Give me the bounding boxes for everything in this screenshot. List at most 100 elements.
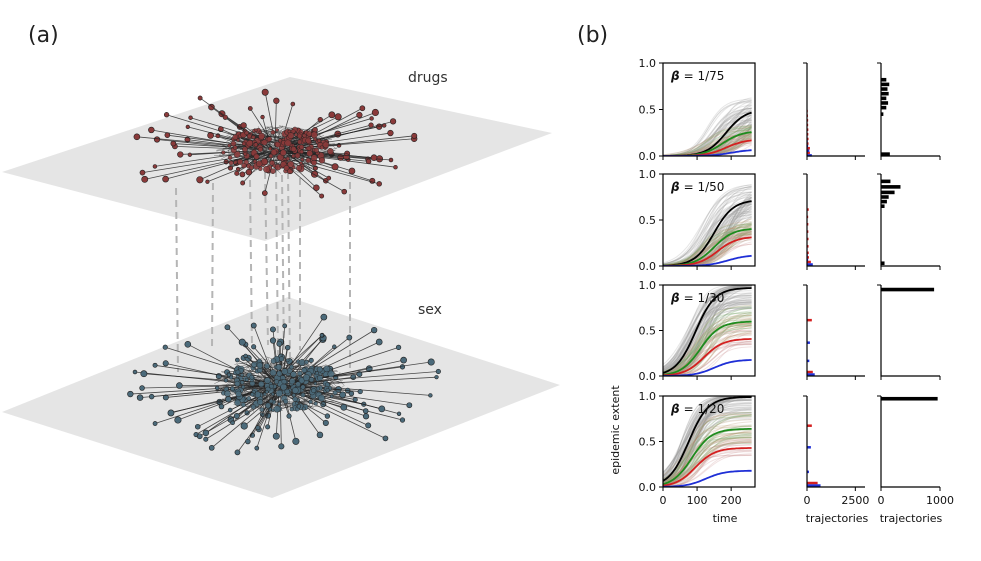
trajectory-sample xyxy=(663,454,752,487)
network-node xyxy=(258,380,265,388)
histogram-right xyxy=(881,287,935,376)
network-node xyxy=(257,146,264,153)
network-node xyxy=(273,97,280,104)
network-node xyxy=(318,157,326,164)
trajectory-sample xyxy=(663,105,752,156)
hist-bar-black xyxy=(881,396,938,401)
network-node xyxy=(282,323,288,329)
trajectory-sample xyxy=(663,301,752,373)
network-edge xyxy=(267,385,278,427)
trajectory-sample xyxy=(663,129,752,156)
network-node xyxy=(167,409,175,417)
hist-mid-axes xyxy=(806,285,865,377)
network-node xyxy=(348,167,356,175)
trajectory-sample xyxy=(663,404,752,485)
network-node xyxy=(278,443,285,450)
network-node xyxy=(233,413,240,419)
trajectory-sample xyxy=(663,406,752,473)
trajectory-sample xyxy=(663,184,752,265)
trajectory-sample xyxy=(663,312,752,376)
trajectory-sample xyxy=(663,115,752,156)
network-node xyxy=(299,149,304,154)
network-node xyxy=(346,334,353,341)
mean-curve-black xyxy=(663,396,752,482)
network-edge xyxy=(205,394,278,440)
trajectory-sample xyxy=(663,317,752,375)
network-node xyxy=(319,333,324,338)
trajectory-sample xyxy=(663,411,752,485)
network-node xyxy=(316,366,323,373)
network-node xyxy=(260,114,265,120)
trajectory-sample xyxy=(663,303,752,370)
network-node xyxy=(235,374,240,379)
trajectory-sample xyxy=(663,294,752,376)
network-node xyxy=(268,146,273,151)
trajectory-sample xyxy=(663,184,752,265)
network-node xyxy=(253,142,259,147)
trajectory-sample xyxy=(663,398,752,481)
hist-bar-black xyxy=(881,105,887,110)
network-node xyxy=(229,375,234,380)
interlayer-link xyxy=(264,171,269,346)
trajectory-sample xyxy=(663,104,752,156)
network-node xyxy=(184,341,192,348)
network-node xyxy=(393,164,398,170)
hist-bar-red xyxy=(807,128,809,131)
network-node xyxy=(174,416,182,424)
network-edge xyxy=(262,116,272,150)
trajectory-sample xyxy=(663,285,752,368)
trajectory-sample xyxy=(663,419,752,476)
trajectory-sample xyxy=(663,441,752,487)
network-edge xyxy=(236,150,266,174)
network-node xyxy=(264,402,271,409)
network-node xyxy=(241,146,248,153)
network-node xyxy=(236,138,240,142)
network-node xyxy=(310,154,318,162)
network-node xyxy=(352,397,358,403)
mean-curve-black xyxy=(663,287,752,374)
trajectory-sample xyxy=(663,399,752,484)
network-node xyxy=(246,396,252,401)
hist-bar-blue xyxy=(807,149,810,152)
network-node xyxy=(362,408,369,414)
network-node xyxy=(197,95,203,101)
network-node xyxy=(261,139,268,146)
network-node xyxy=(234,449,241,456)
beta-value: = 1/75 xyxy=(684,69,725,83)
network-node xyxy=(258,132,265,140)
network-edge xyxy=(228,387,268,400)
hist-bar-black xyxy=(881,112,884,116)
network-node xyxy=(292,437,300,445)
trajectory-sample xyxy=(663,403,752,482)
trajectory-sample xyxy=(663,223,752,266)
network-node xyxy=(339,391,347,399)
network-node xyxy=(230,386,235,391)
trajectory-sample xyxy=(663,285,752,365)
network-node xyxy=(289,378,296,385)
network-node xyxy=(247,106,253,111)
network-node xyxy=(152,362,158,368)
network-node xyxy=(283,398,289,405)
trajectory-sample xyxy=(663,405,752,474)
trajectory-sample xyxy=(663,285,752,368)
network-edge xyxy=(211,396,274,449)
network-node xyxy=(251,344,257,350)
network-node xyxy=(251,361,258,368)
trajectory-sample xyxy=(663,414,752,484)
trajectory-sample xyxy=(663,398,752,482)
network-node xyxy=(297,139,303,145)
trajectory-sample xyxy=(663,107,752,156)
network-node xyxy=(254,445,260,451)
trajectory-sample xyxy=(663,396,752,483)
hist-bar-red xyxy=(807,142,809,145)
network-node xyxy=(162,394,169,401)
network-edge xyxy=(282,152,329,179)
network-edge xyxy=(144,154,256,180)
network-node xyxy=(275,128,279,132)
trajectory-sample xyxy=(663,188,752,266)
trajectory-sample xyxy=(663,406,752,473)
hist-bar-red xyxy=(807,133,809,136)
network-edge xyxy=(285,386,321,436)
network-node xyxy=(205,179,210,184)
network-node xyxy=(246,139,254,147)
